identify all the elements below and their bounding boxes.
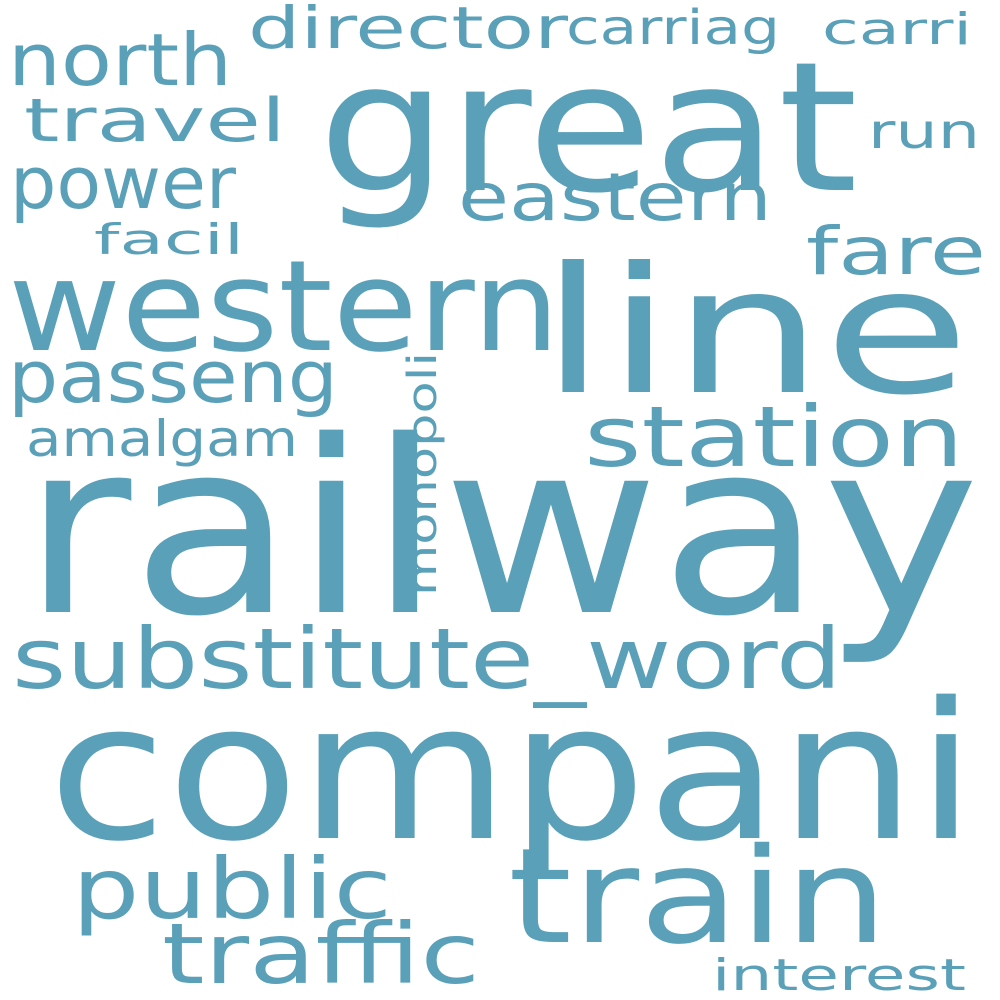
word-western: western: [8, 233, 560, 380]
word-train: train: [508, 820, 888, 974]
word-north: north: [8, 18, 232, 102]
word-public: public: [72, 840, 392, 938]
word-director: director: [248, 0, 568, 62]
word-carri: carri: [822, 4, 972, 55]
word-eastern: eastern: [458, 159, 772, 236]
word-monopoli: monopoli: [400, 352, 446, 596]
word-station: station: [584, 388, 964, 486]
word-passeng: passeng: [8, 335, 338, 419]
word-compani: compani: [48, 662, 976, 883]
word-substitute-word: substitute_word: [12, 610, 842, 708]
word-great: great: [318, 24, 858, 233]
word-line: line: [540, 231, 970, 434]
word-railway: railway: [22, 389, 980, 669]
word-carriag: carriag: [566, 0, 780, 56]
word-amalgam: amalgam: [26, 410, 298, 468]
word-travel: travel: [24, 86, 286, 156]
word-traffic: traffic: [162, 905, 480, 1000]
word-fare: fare: [806, 213, 986, 290]
word-run: run: [868, 104, 980, 160]
word-power: power: [10, 141, 236, 225]
word-facil: facil: [94, 215, 244, 264]
word-interest: interest: [712, 950, 966, 1000]
